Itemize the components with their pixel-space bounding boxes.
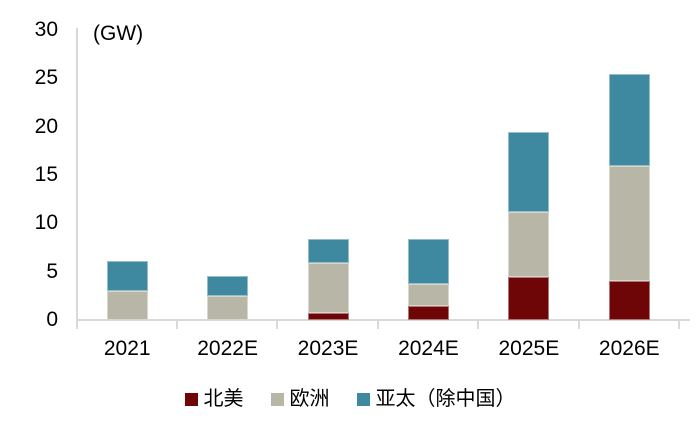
bar-segment-2021-亚太（除中国） [106,261,148,291]
bar-segment-2024E-亚太（除中国） [407,238,449,285]
y-tick-label: 30 [34,18,58,41]
y-tick-label: 15 [34,163,58,186]
legend-item-欧洲: 欧洲 [270,388,330,410]
bar-segment-2025E-欧洲 [508,211,550,278]
legend: 北美 欧洲 亚太（除中国） [0,388,700,410]
x-tick-label: 2022E [197,337,258,360]
legend-swatch-icon [356,392,370,406]
x-tick-label: 2023E [297,337,359,360]
x-axis-tick [175,320,178,329]
x-axis-tick [477,320,480,329]
y-axis-unit-label: (GW) [93,22,144,45]
legend-label: 亚太（除中国） [375,388,516,410]
y-tick-label: 0 [46,308,58,331]
bar-segment-2025E-北美 [508,277,550,320]
x-tick-label: 2024E [398,337,459,360]
legend-label: 北美 [203,388,244,410]
bar-segment-2022E-欧洲 [207,295,249,320]
bar-segment-2023E-北美 [307,313,349,320]
y-tick-label: 10 [34,211,58,235]
x-axis-tick [75,320,78,329]
bar-segment-2024E-北美 [407,306,449,320]
x-tick-label: 2026E [598,337,660,360]
y-tick-label: 25 [34,66,58,90]
x-axis-tick [376,320,379,329]
legend-item-亚太（除中国）: 亚太（除中国） [356,388,516,410]
bar-segment-2021-欧洲 [106,291,148,320]
x-tick-label: 2025E [498,337,560,360]
bar-segment-2026E-北美 [608,281,650,320]
x-axis-tick [678,320,680,329]
bar-segment-2026E-欧洲 [608,166,650,282]
legend-swatch-icon [184,392,198,406]
bar-segment-2025E-亚太（除中国） [508,131,550,212]
legend-item-北美: 北美 [184,388,244,410]
y-tick-label: 5 [46,259,58,283]
x-axis-tick [276,320,279,329]
y-axis-line [75,28,78,321]
x-tick-label: 2021 [103,337,151,360]
x-axis-tick [577,320,580,329]
bar-segment-2023E-亚太（除中国） [307,238,349,263]
legend-label: 欧洲 [289,388,330,410]
x-axis-line [75,319,690,321]
bar-segment-2023E-欧洲 [307,262,349,314]
legend-swatch-icon [270,392,284,406]
bar-segment-2022E-亚太（除中国） [207,275,249,296]
bar-segment-2024E-欧洲 [407,284,449,307]
bar-segment-2026E-亚太（除中国） [608,74,650,167]
y-tick-label: 20 [34,114,58,138]
